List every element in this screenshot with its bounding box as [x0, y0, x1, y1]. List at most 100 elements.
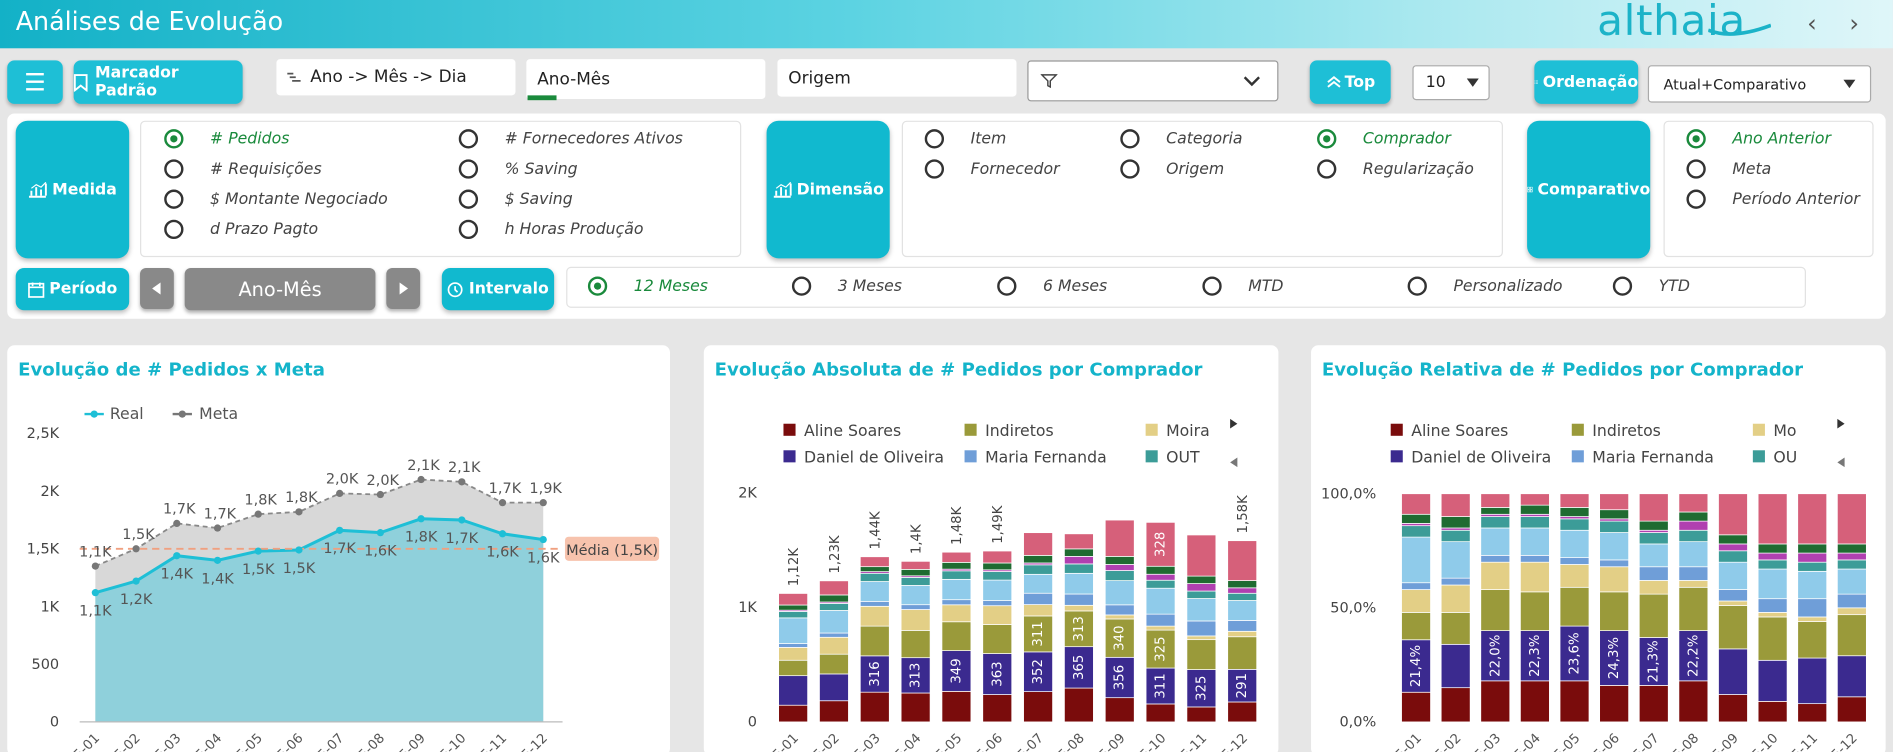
interval-option-2[interactable]: 6 Meses	[997, 276, 1108, 296]
bar-segment	[859, 691, 890, 723]
bar-segment	[1440, 541, 1471, 579]
comparison-option-0[interactable]: Ano Anterior	[1686, 129, 1831, 149]
hierarchy-selector[interactable]: Ano -> Mês -> Dia	[276, 59, 516, 96]
interval-option-2-label: 6 Meses	[1043, 277, 1108, 296]
comparison-option-1[interactable]: Meta	[1686, 159, 1771, 179]
chart3-svg: Aline Soares Daniel de Oliveira Indiretos M…	[1321, 418, 1867, 752]
real-point	[417, 515, 425, 523]
interval-option-0[interactable]: 12 Meses	[587, 276, 708, 296]
x-tick-label: 25-02	[1427, 731, 1465, 752]
dimension-option-3[interactable]: Origem	[1120, 159, 1224, 179]
measure-option-7[interactable]: h Horas Produção	[458, 219, 643, 240]
y-tick-label: 100,0%	[1321, 487, 1376, 503]
bar-segment	[1104, 656, 1135, 699]
top-button[interactable]: Top	[1309, 60, 1391, 104]
measure-option-1[interactable]: # Requisições	[164, 159, 322, 179]
measure-option-6[interactable]: $ Saving	[458, 189, 573, 209]
bar-segment	[1599, 509, 1629, 520]
bar-segment	[1559, 586, 1590, 627]
legend-label-5: OUT	[1166, 447, 1200, 466]
filter-dropdown[interactable]	[1027, 60, 1279, 102]
dimension-tile[interactable]: Dimensão	[766, 120, 890, 259]
x-tick-label: 25-08	[1050, 731, 1088, 752]
bar-segment	[982, 562, 1013, 571]
comparison-option-2[interactable]: Período Anterior	[1686, 189, 1860, 209]
real-data-label: 1,5K	[242, 562, 275, 578]
bar-percent-label: 21,3%	[1647, 640, 1662, 682]
chart-bar-icon	[29, 181, 48, 198]
bar-segment	[1559, 564, 1590, 588]
comparison-tile[interactable]: Comparativo	[1527, 120, 1651, 259]
legend-real-marker	[90, 410, 98, 418]
bar-segment	[1440, 529, 1471, 543]
interval-option-4[interactable]: Personalizado	[1407, 276, 1563, 296]
grid-icon	[1527, 186, 1533, 193]
bar-segment	[1023, 573, 1053, 594]
real-point	[539, 535, 547, 544]
bar-segment	[819, 673, 849, 702]
sort-dropdown[interactable]: Atual+Comparativo	[1647, 65, 1872, 103]
bar-segment	[900, 569, 931, 577]
top-count-dropdown[interactable]: 10	[1412, 65, 1490, 101]
period-next-button[interactable]	[386, 267, 421, 310]
bar-segment	[1480, 630, 1511, 682]
bar-segment	[1186, 534, 1217, 577]
interval-option-5[interactable]: YTD	[1612, 276, 1690, 296]
bar-segment	[1836, 559, 1867, 570]
bar-segment	[1480, 527, 1511, 556]
bar-total-label: 1,23K	[828, 535, 843, 574]
period-tile[interactable]: Período	[15, 267, 130, 311]
real-area	[95, 518, 544, 722]
bar-segment	[1104, 580, 1135, 606]
bookmark-button[interactable]: Marcador Padrão	[73, 60, 243, 104]
legend-swatch	[1571, 423, 1584, 436]
radio-icon	[164, 219, 184, 240]
dimension-option-1[interactable]: Fornecedor	[924, 159, 1060, 179]
interval-option-3[interactable]: MTD	[1202, 276, 1283, 296]
legend-prev-icon	[1837, 457, 1845, 468]
meta-point	[539, 499, 547, 507]
legend-label-2: Indiretos	[985, 421, 1054, 440]
bar-value-label: 365	[1072, 655, 1087, 680]
field-origem[interactable]: Origem	[777, 59, 1017, 97]
measure-option-2-label: $ Montante Negociado	[210, 190, 388, 209]
bar-segment	[1836, 614, 1867, 657]
y-tick-label: 1K	[40, 599, 59, 615]
dimension-option-2[interactable]: Categoria	[1120, 129, 1243, 149]
measure-option-4[interactable]: # Fornecedores Ativos	[458, 129, 683, 149]
bar-segment	[1757, 659, 1788, 702]
bar-segment	[1638, 580, 1669, 595]
bar-segment	[900, 560, 931, 570]
meta-point	[458, 478, 466, 486]
period-prev-button[interactable]	[140, 267, 174, 310]
field-ano-mes[interactable]: Ano-Mês	[526, 59, 766, 99]
legend-swatch	[1752, 423, 1765, 436]
bar-total-label: 1,48K	[950, 506, 965, 545]
interval-tile[interactable]: Intervalo	[441, 267, 555, 311]
y-tick-label: 2K	[738, 485, 757, 501]
bar-segment	[778, 604, 808, 611]
measure-option-2[interactable]: $ Montante Negociado	[164, 189, 388, 209]
bar-value-label: 325	[1154, 636, 1169, 661]
measure-tile[interactable]: Medida	[15, 120, 130, 259]
x-tick-label: 25-06	[968, 731, 1006, 752]
x-tick-label: 25-03	[147, 731, 185, 752]
dimension-option-0[interactable]: Item	[924, 129, 1006, 149]
measure-option-0[interactable]: # Pedidos	[164, 129, 289, 149]
bar-segment	[1227, 587, 1258, 594]
menu-button[interactable]: ☰	[7, 60, 63, 104]
bar-segment	[900, 657, 931, 694]
measure-option-5[interactable]: % Saving	[458, 159, 578, 179]
dimension-option-5[interactable]: Regularização	[1317, 159, 1474, 179]
interval-option-1[interactable]: 3 Meses	[791, 276, 902, 296]
sort-button[interactable]: Ordenação	[1534, 60, 1639, 104]
legend-swatch	[783, 423, 796, 436]
bar-segment	[778, 647, 808, 661]
period-value[interactable]: Ano-Mês	[184, 267, 376, 311]
dimension-option-4[interactable]: Comprador	[1317, 129, 1451, 149]
measure-option-3[interactable]: d Prazo Pagto	[164, 219, 318, 240]
prev-page-button[interactable]: ‹	[1807, 8, 1817, 38]
next-page-button[interactable]: ›	[1849, 8, 1860, 38]
bar-segment	[1401, 589, 1431, 613]
bar-segment	[1559, 529, 1590, 558]
